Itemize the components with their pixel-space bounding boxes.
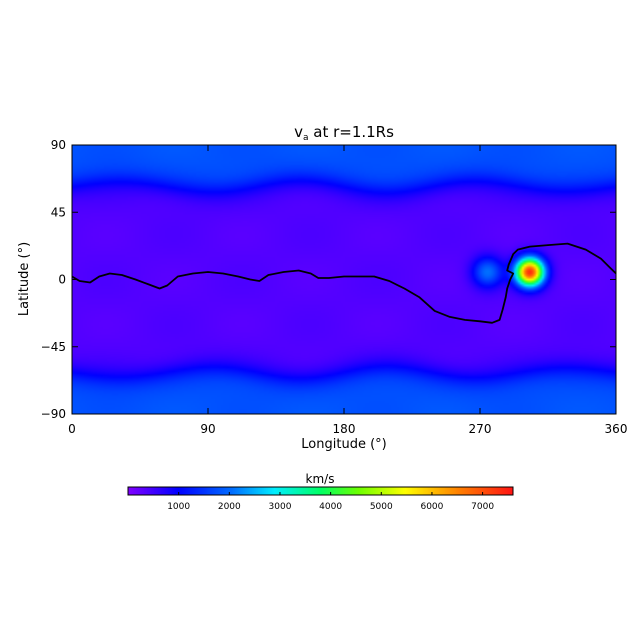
heatmap-plot <box>71 144 617 415</box>
y-tick-label: −90 <box>41 407 66 421</box>
x-axis: 0 90 180 270 360 <box>68 145 627 436</box>
colorbar-tick-label: 5000 <box>370 502 393 512</box>
heatmap-canvas <box>72 145 616 414</box>
colorbar-ticks: 1000 2000 3000 4000 5000 6000 7000 <box>167 492 494 512</box>
y-axis: −90 −45 0 45 90 <box>41 138 616 421</box>
colorbar-frame <box>127 486 514 496</box>
colorbar-label: km/s <box>306 472 335 486</box>
colorbar-tick-label: 3000 <box>269 502 292 512</box>
x-tick-label: 180 <box>333 422 356 436</box>
y-axis-label: Latitude (°) <box>17 242 32 316</box>
chart-title: va at r=1.1Rs <box>294 123 394 143</box>
neutral-line <box>72 242 616 324</box>
x-tick-label: 270 <box>469 422 492 436</box>
y-tick-label: 90 <box>51 138 66 152</box>
colorbar-gradient-holder <box>128 487 513 495</box>
colorbar-tick-label: 4000 <box>319 502 342 512</box>
colorbar-tick-label: 7000 <box>471 502 494 512</box>
title-subscript: a <box>303 133 309 143</box>
y-tick-label: −45 <box>41 340 66 354</box>
x-axis-label: Longitude (°) <box>301 437 386 452</box>
y-tick-label: 0 <box>58 273 66 287</box>
heatmap-field <box>72 145 616 414</box>
colorbar: km/s 1000 2000 3000 4000 5000 6000 7000 <box>127 472 514 512</box>
x-tick-label: 360 <box>605 422 628 436</box>
colorbar-gradient <box>128 487 513 495</box>
colorbar-tick-label: 2000 <box>218 502 241 512</box>
colorbar-tick-label: 6000 <box>420 502 443 512</box>
title-symbol: v <box>294 123 303 141</box>
y-tick-label: 45 <box>51 205 66 219</box>
title-rest: at r=1.1Rs <box>308 123 394 141</box>
x-tick-label: 90 <box>200 422 215 436</box>
colorbar-tick-label: 1000 <box>167 502 190 512</box>
x-tick-label: 0 <box>68 422 76 436</box>
